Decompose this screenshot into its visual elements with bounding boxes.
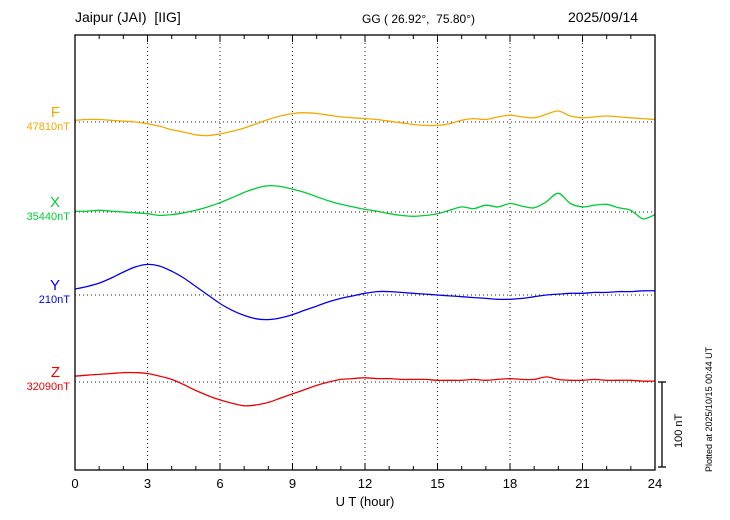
plot-border bbox=[74, 34, 656, 471]
x-tick-label: 6 bbox=[216, 476, 224, 491]
component-name-F: F bbox=[50, 104, 60, 121]
component-baseline-Y: 210nT bbox=[38, 294, 70, 306]
trace-X bbox=[74, 184, 656, 220]
geographic-coords: GG ( 26.92°, 75.80°) bbox=[362, 12, 475, 26]
component-name-Z: Z bbox=[50, 364, 60, 381]
component-name-X: X bbox=[49, 194, 60, 211]
trace-Y bbox=[74, 263, 656, 321]
x-tick-label: 18 bbox=[502, 476, 518, 491]
x-tick-label: 0 bbox=[71, 476, 79, 491]
component-label-Z: Z 32090nT bbox=[2, 364, 70, 394]
x-tick-label: 9 bbox=[288, 476, 297, 491]
trace-Z bbox=[74, 371, 656, 407]
trace-F bbox=[74, 110, 656, 137]
component-baseline-F: 47810nT bbox=[26, 121, 70, 133]
x-axis-title: U T (hour) bbox=[335, 494, 395, 509]
component-baseline-X: 35440nT bbox=[26, 211, 70, 223]
component-label-F: F 47810nT bbox=[2, 104, 70, 134]
plotted-at-note: Plotted at 2025/10/15 00:44 UT bbox=[704, 346, 714, 472]
x-tick-label: 3 bbox=[143, 476, 152, 491]
component-label-Y: Y 210nT bbox=[2, 277, 70, 307]
x-tick-label: 24 bbox=[647, 476, 663, 491]
component-label-X: X 35440nT bbox=[2, 194, 70, 224]
component-name-Y: Y bbox=[49, 277, 60, 294]
component-baseline-Z: 32090nT bbox=[26, 381, 70, 393]
x-tick-label: 15 bbox=[430, 476, 445, 491]
x-axis-tick-labels: 0 3 6 9 12 15 18 21 24 bbox=[0, 476, 730, 492]
station-title: Jaipur (JAI) [IIG] bbox=[75, 9, 181, 25]
scale-bar-label: 100 nT bbox=[673, 413, 685, 448]
x-tick-label: 21 bbox=[575, 476, 590, 491]
plot-date: 2025/09/14 bbox=[568, 9, 639, 25]
x-tick-label: 12 bbox=[357, 476, 373, 491]
